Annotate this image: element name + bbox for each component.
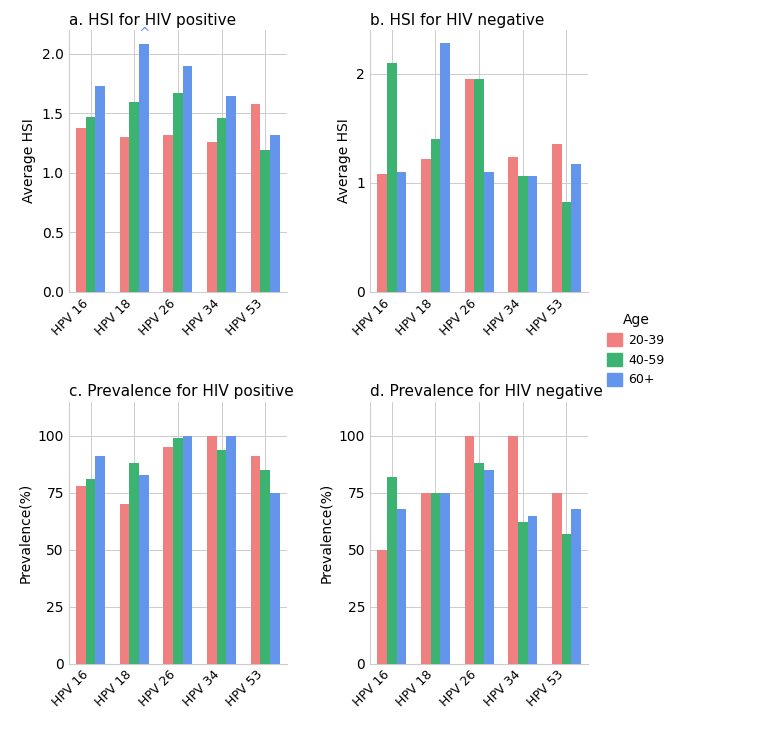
Bar [270, 135, 280, 292]
Legend: 20-39, 40-59, 60+: 20-39, 40-59, 60+ [602, 308, 670, 391]
Bar [96, 86, 105, 292]
Bar [120, 504, 129, 664]
Bar [571, 164, 581, 292]
Bar [562, 534, 571, 664]
Bar [251, 456, 261, 664]
Bar [508, 436, 518, 664]
Bar [217, 449, 226, 664]
Bar [173, 93, 183, 292]
Bar [139, 44, 149, 292]
Bar [129, 463, 139, 664]
Bar [377, 550, 387, 664]
Bar [571, 509, 581, 664]
Bar [226, 436, 236, 664]
Bar [431, 493, 440, 664]
Text: c. Prevalence for HIV positive: c. Prevalence for HIV positive [69, 385, 293, 400]
Bar [163, 135, 173, 292]
Bar [226, 96, 236, 292]
Bar [76, 127, 86, 292]
Bar [270, 493, 280, 664]
Text: b. HSI for HIV negative: b. HSI for HIV negative [370, 13, 545, 28]
Bar [129, 102, 139, 292]
Text: ^: ^ [138, 27, 150, 41]
Bar [76, 486, 86, 664]
Bar [421, 493, 431, 664]
Bar [173, 438, 183, 664]
Bar [474, 463, 484, 664]
Bar [421, 159, 431, 292]
Bar [183, 66, 193, 292]
Bar [261, 470, 270, 664]
Bar [139, 474, 149, 664]
Bar [484, 172, 494, 292]
Bar [465, 79, 474, 292]
Bar [163, 447, 173, 664]
Bar [552, 493, 562, 664]
Bar [96, 456, 105, 664]
Bar [377, 174, 387, 292]
Y-axis label: Prevalence(%): Prevalence(%) [18, 483, 32, 583]
Bar [518, 176, 528, 292]
Bar [431, 139, 440, 292]
Bar [528, 176, 537, 292]
Text: d. Prevalence for HIV negative: d. Prevalence for HIV negative [370, 385, 603, 400]
Bar [120, 137, 129, 292]
Bar [528, 516, 537, 664]
Bar [397, 172, 406, 292]
Bar [217, 118, 226, 292]
Bar [474, 79, 484, 292]
Bar [86, 117, 96, 292]
Bar [508, 157, 518, 292]
Y-axis label: Average HSI: Average HSI [22, 118, 37, 204]
Bar [251, 104, 261, 292]
Bar [387, 477, 397, 664]
Bar [183, 436, 193, 664]
Y-axis label: Prevalence(%): Prevalence(%) [319, 483, 333, 583]
Bar [397, 509, 406, 664]
Bar [440, 493, 450, 664]
Bar [562, 203, 571, 292]
Bar [552, 143, 562, 292]
Bar [261, 150, 270, 292]
Bar [440, 43, 450, 292]
Bar [518, 523, 528, 664]
Y-axis label: Average HSI: Average HSI [337, 118, 351, 204]
Bar [484, 470, 494, 664]
Bar [387, 63, 397, 292]
Bar [207, 142, 217, 292]
Text: a. HSI for HIV positive: a. HSI for HIV positive [69, 13, 236, 28]
Bar [465, 436, 474, 664]
Bar [207, 436, 217, 664]
Bar [86, 480, 96, 664]
